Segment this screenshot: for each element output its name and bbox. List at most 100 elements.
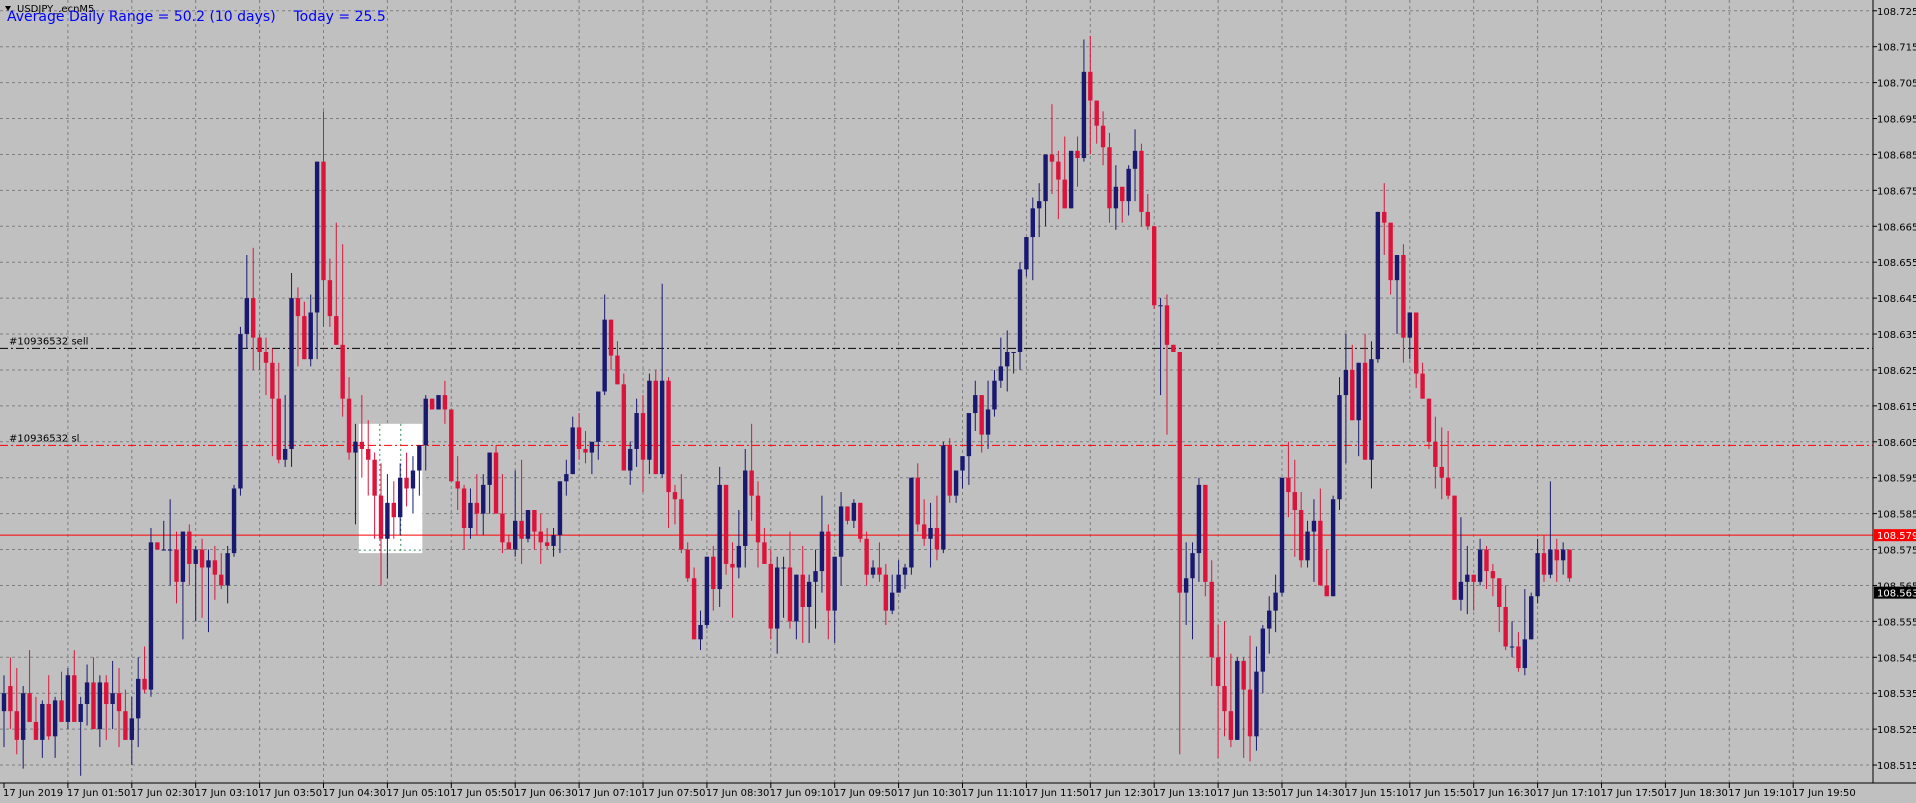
candle-body	[1286, 477, 1291, 493]
candle	[1267, 596, 1272, 654]
price-tick-label: 108.695	[1877, 115, 1916, 126]
time-axis[interactable]: 17 Jun 2019 17 Jun 01:50 17 Jun 02:30 17 Ju…	[3, 783, 1856, 799]
candle-body	[1375, 211, 1381, 360]
candle	[110, 660, 115, 730]
candle-body	[1516, 646, 1521, 669]
candle-body	[851, 502, 857, 521]
candle	[653, 369, 658, 475]
candle	[596, 391, 601, 460]
time-tick-label: 17 Jun 02:30	[131, 788, 195, 799]
candle	[1330, 495, 1336, 597]
candle-body	[1, 693, 7, 712]
price-tick-label: 108.515	[1877, 761, 1916, 772]
candle	[877, 542, 882, 582]
candle	[1452, 495, 1457, 600]
candle	[8, 657, 13, 730]
candle-body	[116, 693, 122, 712]
candle	[1113, 165, 1119, 230]
candle-body	[762, 542, 767, 564]
candle-body	[314, 161, 320, 313]
candle	[1439, 427, 1444, 500]
candle-body	[704, 556, 710, 625]
candle	[794, 574, 799, 640]
candle-body	[295, 298, 301, 317]
candle-body	[1215, 657, 1221, 687]
time-tick-label: 17 Jun 19:50	[1792, 788, 1856, 799]
candle-body	[161, 549, 166, 551]
candle-body	[985, 409, 991, 435]
time-tick-label: 17 Jun 17:10	[1537, 788, 1601, 799]
candle-body	[40, 703, 45, 740]
candle-body	[998, 366, 1004, 381]
candle	[659, 283, 665, 478]
candle	[404, 452, 409, 507]
candle	[1152, 226, 1157, 309]
candle-body	[928, 527, 933, 539]
candle	[1100, 111, 1106, 166]
candle	[378, 463, 384, 586]
candle	[909, 477, 914, 575]
price-tick-label: 108.665	[1877, 222, 1916, 233]
candle-body	[730, 563, 735, 568]
candle	[1554, 538, 1559, 582]
candle-body	[1247, 689, 1253, 737]
candle-body	[934, 527, 940, 550]
candle	[666, 377, 671, 528]
candle	[698, 610, 703, 651]
candle	[685, 542, 690, 582]
candle-body	[187, 531, 192, 564]
candle	[1235, 657, 1240, 740]
candle	[1196, 477, 1202, 582]
time-tick-label: 17 Jun 18:30	[1664, 788, 1728, 799]
candle-body	[1560, 549, 1566, 561]
candle	[1298, 492, 1304, 568]
price-axis[interactable]: 108.515 108.525 108.535 108.545 108.555 108.5…	[1873, 7, 1916, 772]
candle-body	[691, 578, 697, 640]
candle-body	[1529, 596, 1534, 640]
candle-body	[1324, 585, 1329, 597]
candle-body	[1203, 484, 1208, 582]
candle-body	[142, 678, 147, 690]
candle	[1305, 520, 1310, 568]
candle-body	[1081, 71, 1087, 159]
candle-body	[921, 524, 927, 539]
time-tick-label: 17 Jun 14:30	[1281, 788, 1345, 799]
candle	[1490, 563, 1496, 597]
candle	[1362, 334, 1368, 460]
candle-body	[564, 474, 569, 482]
candle	[1088, 35, 1093, 155]
candle-body	[1541, 553, 1547, 575]
candle	[992, 369, 997, 417]
candle-body	[423, 398, 428, 446]
candle	[1081, 39, 1087, 162]
candle	[1273, 574, 1278, 633]
candle	[1548, 481, 1553, 579]
candle	[20, 686, 26, 769]
price-tick-label: 108.525	[1877, 725, 1916, 736]
candle	[672, 484, 678, 525]
candle	[1426, 398, 1432, 449]
collapse-triangle-icon[interactable]	[5, 6, 11, 11]
candle-body	[193, 549, 198, 564]
candle-body	[819, 531, 825, 572]
candle	[1560, 542, 1566, 575]
candle	[238, 326, 243, 496]
candle-body	[1190, 553, 1195, 579]
price-tick-label: 108.645	[1877, 294, 1916, 305]
candle	[1190, 542, 1195, 640]
candle	[276, 362, 281, 464]
candle	[858, 502, 863, 543]
time-tick-label: 17 Jun 09:50	[834, 788, 898, 799]
candle-body	[244, 298, 250, 335]
candle-body	[1241, 660, 1246, 690]
candle	[1369, 341, 1374, 489]
candle	[755, 481, 761, 568]
candle	[711, 545, 716, 611]
candle	[84, 664, 90, 726]
candle-body	[481, 484, 486, 514]
candle-body	[1388, 222, 1393, 281]
candle-body	[787, 567, 793, 622]
candle	[487, 452, 492, 514]
